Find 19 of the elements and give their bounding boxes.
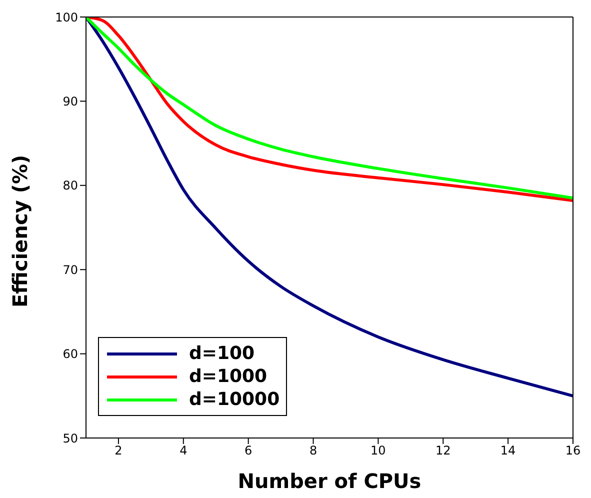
- y-axis-title: Efficiency (%): [8, 154, 32, 308]
- legend-label: d=100: [189, 343, 255, 364]
- legend-label: d=10000: [189, 389, 280, 410]
- x-tick-label: 8: [309, 444, 318, 458]
- x-axis-title: Number of CPUs: [238, 469, 422, 493]
- x-tick-label: 16: [565, 444, 581, 458]
- x-tick-label: 6: [244, 444, 252, 458]
- y-tick-label: 80: [62, 178, 78, 193]
- x-tick-label: 2: [114, 444, 122, 458]
- y-tick-label: 100: [55, 10, 78, 24]
- x-tick-label: 14: [500, 444, 516, 458]
- x-tick-label: 10: [370, 444, 386, 458]
- x-tick-label: 4: [180, 444, 188, 458]
- y-tick-label: 70: [62, 262, 78, 277]
- y-tick-label: 90: [62, 94, 78, 108]
- legend-label: d=1000: [189, 366, 268, 387]
- y-tick-label: 50: [62, 431, 78, 446]
- y-tick-label: 60: [62, 347, 78, 362]
- x-tick-label: 12: [435, 444, 451, 458]
